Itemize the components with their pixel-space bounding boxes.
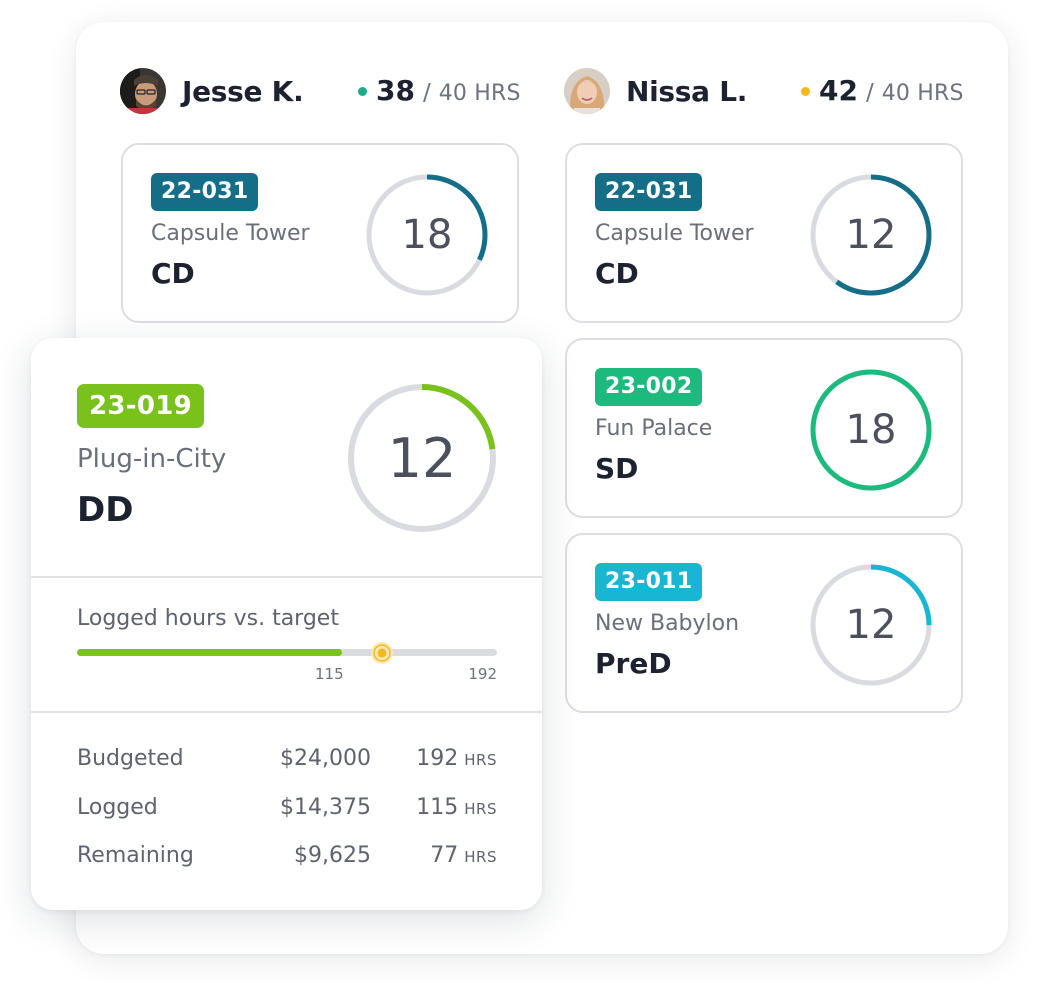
project-name: Fun Palace	[595, 416, 713, 441]
divider	[31, 576, 542, 578]
hours-separator: /	[865, 80, 874, 106]
hours-ring: 18	[365, 173, 489, 297]
row-hours-value: 192	[416, 746, 459, 771]
row-hours: 192 HRS	[416, 746, 497, 771]
ring-hours-value: 18	[845, 407, 897, 453]
project-name: Capsule Tower	[595, 221, 754, 246]
project-name: Plug-in-City	[77, 444, 227, 474]
hours-ring: 12	[809, 173, 933, 297]
divider	[31, 711, 542, 713]
row-label: Budgeted	[77, 746, 184, 771]
hours-ring: 18	[809, 368, 933, 492]
row-hours: 77 HRS	[430, 843, 497, 868]
logged-tick-label: 115	[315, 665, 344, 683]
person-header-nissa[interactable]: Nissa L.	[564, 66, 747, 116]
row-label: Remaining	[77, 843, 194, 868]
hours-separator: /	[422, 80, 431, 106]
progress-label: Logged hours vs. target	[77, 606, 339, 631]
row-hours-unit: HRS	[464, 848, 497, 866]
project-code-badge: 22-031	[595, 173, 703, 211]
row-hours-value: 115	[416, 795, 459, 820]
target-tick-label: 192	[468, 665, 497, 683]
project-code-badge: 23-002	[595, 368, 703, 406]
remaining-row: Remaining $9,625 77 HRS	[77, 843, 497, 879]
project-phase: DD	[77, 490, 134, 530]
ring-hours-value: 12	[387, 426, 457, 490]
project-name: Capsule Tower	[151, 221, 310, 246]
project-card[interactable]: 22-031 Capsule Tower CD 18	[121, 143, 519, 323]
project-code-badge: 22-031	[151, 173, 259, 211]
hours-ring: 12	[346, 382, 498, 534]
ring-hours-value: 12	[845, 602, 897, 648]
status-dot	[358, 87, 367, 96]
weekly-hours-jesse: 38 / 40 HRS	[358, 66, 521, 116]
project-code-badge: 23-019	[77, 384, 205, 428]
project-card[interactable]: 23-002 Fun Palace SD 18	[565, 338, 963, 518]
avatar-nissa-image	[564, 68, 610, 114]
row-hours-value: 77	[430, 843, 459, 868]
logged-hours: 42	[819, 74, 858, 107]
row-label: Logged	[77, 795, 158, 820]
row-cost: $24,000	[280, 746, 371, 771]
row-hours: 115 HRS	[416, 795, 497, 820]
expanded-project-card[interactable]: 23-019 Plug-in-City DD 12 Logged hours v…	[31, 338, 542, 910]
person-header-jesse[interactable]: Jesse K.	[120, 66, 304, 116]
row-hours-unit: HRS	[464, 751, 497, 769]
row-cost: $14,375	[280, 795, 371, 820]
project-name: New Babylon	[595, 611, 740, 636]
person-name: Jesse K.	[182, 74, 304, 108]
logged-row: Logged $14,375 115 HRS	[77, 795, 497, 831]
hours-progress-track	[77, 642, 497, 664]
target-hours: 40 HRS	[881, 81, 964, 106]
project-card[interactable]: 22-031 Capsule Tower CD 12	[565, 143, 963, 323]
status-dot	[801, 87, 810, 96]
project-phase: CD	[595, 257, 639, 290]
project-code-badge: 23-011	[595, 563, 703, 601]
budget-row: Budgeted $24,000 192 HRS	[77, 746, 497, 782]
project-card[interactable]: 23-011 New Babylon PreD 12	[565, 533, 963, 713]
hours-progress-fill	[77, 649, 342, 656]
person-name: Nissa L.	[626, 74, 748, 108]
project-phase: PreD	[595, 647, 672, 680]
avatar[interactable]	[120, 68, 166, 114]
ring-hours-value: 18	[401, 212, 453, 258]
weekly-hours-nissa: 42 / 40 HRS	[801, 66, 964, 116]
target-marker-icon[interactable]	[370, 641, 394, 665]
avatar-jesse-image	[120, 68, 166, 114]
ring-hours-value: 12	[845, 212, 897, 258]
logged-hours: 38	[376, 74, 415, 107]
row-hours-unit: HRS	[464, 800, 497, 818]
target-hours: 40 HRS	[438, 81, 521, 106]
project-phase: SD	[595, 452, 639, 485]
hours-ring: 12	[809, 563, 933, 687]
row-cost: $9,625	[294, 843, 371, 868]
avatar[interactable]	[564, 68, 610, 114]
project-phase: CD	[151, 257, 195, 290]
